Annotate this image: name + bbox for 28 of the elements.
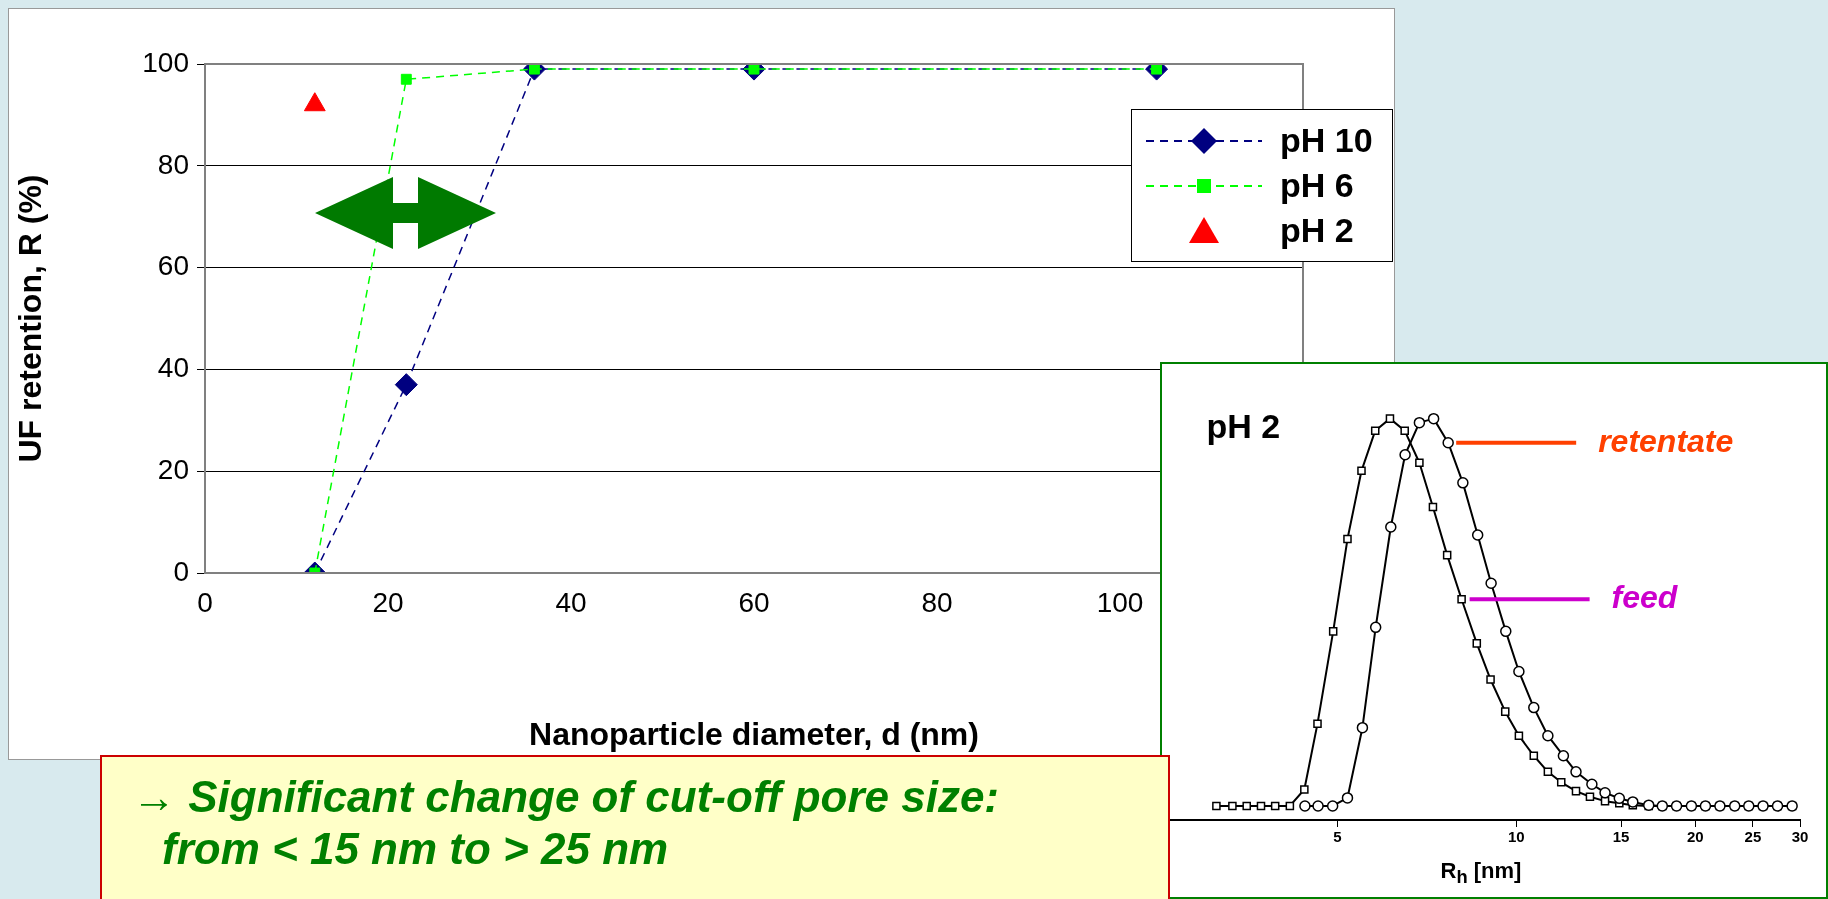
legend-label: pH 2 xyxy=(1280,211,1354,250)
y-tick-label: 0 xyxy=(173,555,189,587)
x-tick-label: 20 xyxy=(372,586,404,618)
annotation: feed xyxy=(1611,579,1679,616)
legend-label: pH 6 xyxy=(1280,166,1354,205)
x-tick-label: 60 xyxy=(738,586,770,618)
x-tick-label: 0 xyxy=(197,586,213,618)
y-axis-title: UF retention, R (%) xyxy=(12,174,49,463)
x-axis-title: Nanoparticle diameter, d (nm) xyxy=(529,715,979,752)
y-tick-label: 20 xyxy=(157,453,189,485)
x-axis-title: R$_{h}$ [nm] xyxy=(1439,858,1523,889)
x-tick-label: 15 xyxy=(1612,828,1630,846)
x-tick-label: 30 xyxy=(1791,828,1809,846)
annotation: retentate xyxy=(1598,422,1734,459)
y-tick-label: 60 xyxy=(157,250,189,282)
chart-title: pH 2 xyxy=(1206,407,1281,446)
x-tick-label: 5 xyxy=(1333,828,1342,846)
x-tick-label: 80 xyxy=(921,586,953,618)
y-tick-label: 80 xyxy=(157,148,189,180)
x-tick-label: 100 xyxy=(1096,586,1144,618)
y-tick-label: 100 xyxy=(142,46,189,78)
x-tick-label: 40 xyxy=(555,586,587,618)
legend-label: pH 10 xyxy=(1280,121,1373,160)
text: → Significant change of cut-off pore size: from < 15 nm to > 25 nm xyxy=(100,755,1170,899)
x-tick-label: 20 xyxy=(1686,828,1704,846)
x-tick-label: 25 xyxy=(1744,828,1762,846)
y-tick-label: 40 xyxy=(157,352,189,384)
x-tick-label: 10 xyxy=(1507,828,1525,846)
